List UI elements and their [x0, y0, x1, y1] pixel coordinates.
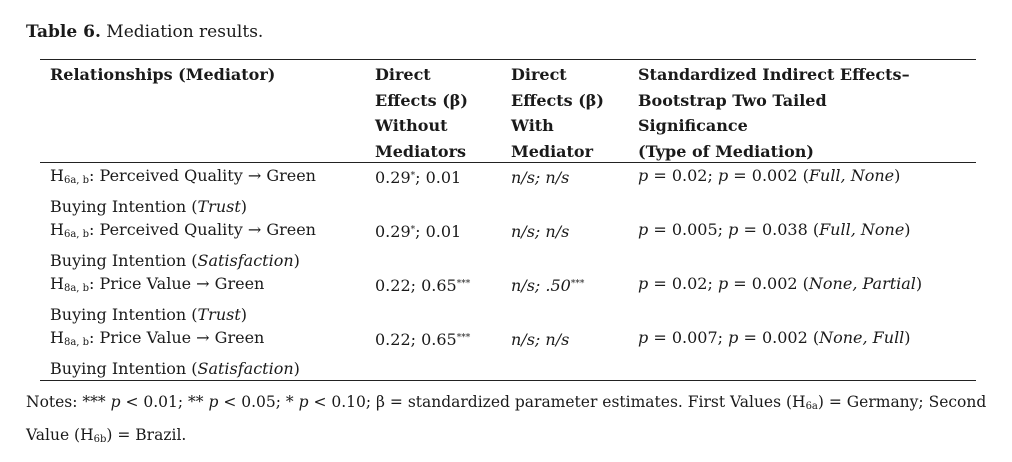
direct-without-cell: 0.29*; 0.01: [375, 222, 462, 241]
indirect-effects-cell: p = 0.02; p = 0.002 (None, Partial): [638, 274, 923, 293]
indirect-effects-cell: p = 0.007; p = 0.002 (None, Full): [638, 328, 911, 347]
table-row: H8a, b: Price Value → Green Buying Inten…: [0, 271, 1012, 325]
table-header-rule: [40, 162, 976, 163]
direct-with-cell: n/s; n/s: [511, 222, 570, 241]
table-bottom-rule: [40, 380, 976, 381]
relationship-cell: H6a, b: Perceived Quality → Green Buying…: [50, 220, 316, 270]
direct-without-cell: 0.22; 0.65***: [375, 330, 471, 349]
table-row: H8a, b: Price Value → Green Buying Inten…: [0, 325, 1012, 379]
relationship-cell: H6a, b: Perceived Quality → Green Buying…: [50, 166, 316, 216]
direct-with-cell: n/s; .50***: [511, 276, 585, 295]
table-caption: Table 6. Mediation results.: [26, 22, 263, 42]
column-header-direct-with: Direct Effects (β) With Mediator: [511, 65, 604, 161]
direct-with-cell: n/s; n/s: [511, 330, 570, 349]
column-header-relationships: Relationships (Mediator): [50, 65, 276, 84]
relationship-cell: H8a, b: Price Value → Green Buying Inten…: [50, 274, 265, 324]
direct-without-cell: 0.22; 0.65***: [375, 276, 471, 295]
direct-with-cell: n/s; n/s: [511, 168, 570, 187]
direct-without-cell: 0.29*; 0.01: [375, 168, 462, 187]
relationship-cell: H8a, b: Price Value → Green Buying Inten…: [50, 328, 300, 378]
indirect-effects-cell: p = 0.005; p = 0.038 (Full, None): [638, 220, 911, 239]
table-notes: Notes: *** p < 0.01; ** p < 0.05; * p < …: [26, 393, 987, 445]
table-top-rule: [40, 59, 976, 60]
indirect-effects-cell: p = 0.02; p = 0.002 (Full, None): [638, 166, 901, 185]
column-header-direct-without: Direct Effects (β) Without Mediators: [375, 65, 468, 161]
table-row: H6a, b: Perceived Quality → Green Buying…: [0, 217, 1012, 271]
column-header-indirect-effects: Standardized Indirect Effects– Bootstrap…: [638, 65, 910, 161]
table-label: Table 6.: [26, 22, 101, 42]
table-title: Mediation results.: [106, 22, 264, 42]
table-row: H6a, b: Perceived Quality → Green Buying…: [0, 163, 1012, 217]
